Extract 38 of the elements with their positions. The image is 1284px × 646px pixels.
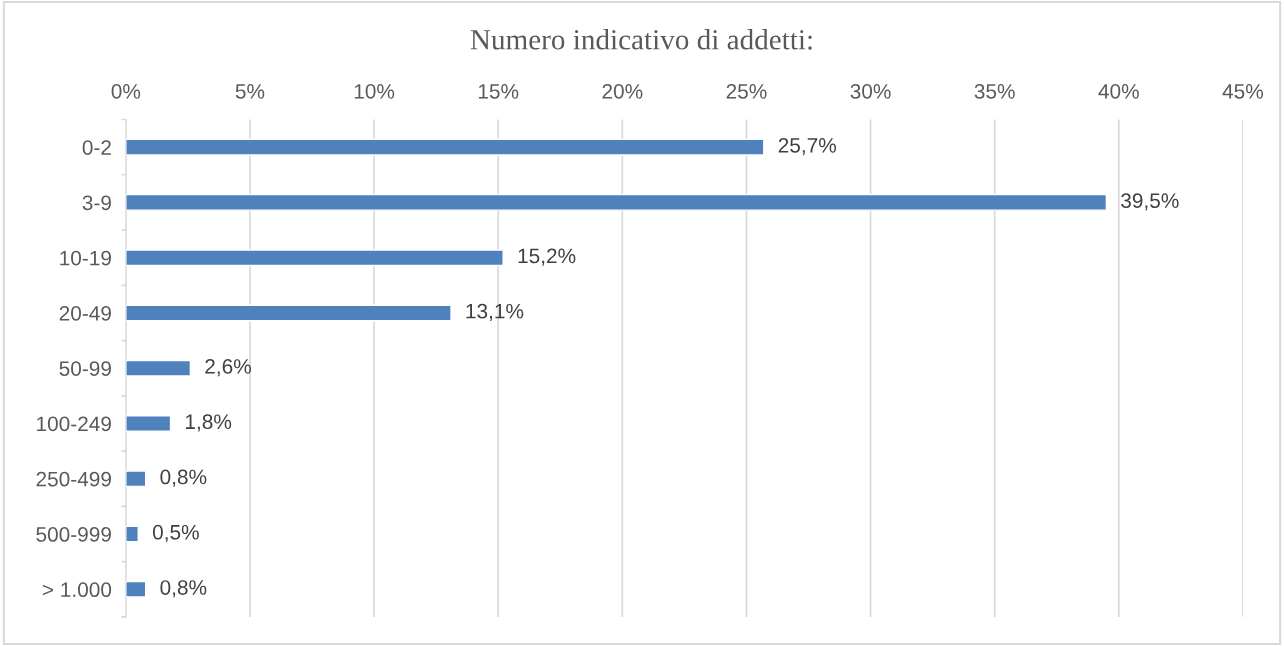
data-label: 0,8% bbox=[160, 580, 207, 598]
bar bbox=[125, 580, 147, 598]
x-tick-label: 20% bbox=[602, 83, 643, 99]
bar bbox=[125, 415, 172, 432]
x-tick-label: 10% bbox=[354, 83, 395, 99]
bar bbox=[125, 359, 192, 377]
x-tick-label: 30% bbox=[850, 83, 891, 99]
x-tick-label: 5% bbox=[235, 84, 265, 99]
bar bbox=[125, 470, 147, 488]
x-tick-label: 35% bbox=[974, 83, 1015, 99]
data-label: 25,7% bbox=[778, 137, 837, 156]
y-tick-label: 20-49 bbox=[59, 305, 111, 321]
bar bbox=[125, 304, 452, 322]
data-label: 39,5% bbox=[1121, 193, 1179, 211]
y-tick-label: 3-9 bbox=[82, 195, 111, 211]
y-tick-label: 250-499 bbox=[36, 471, 111, 487]
y-tick-label: > 1.000 bbox=[42, 582, 112, 598]
y-tick-label: 0-2 bbox=[82, 140, 111, 155]
x-tick-label: 40% bbox=[1098, 83, 1139, 99]
y-tick-label: 100-249 bbox=[37, 416, 111, 432]
data-label: 2,6% bbox=[205, 359, 252, 377]
data-label: 1,8% bbox=[185, 414, 232, 432]
y-tick-label: 50-99 bbox=[59, 361, 111, 376]
bar bbox=[125, 249, 504, 267]
bar bbox=[125, 193, 1108, 211]
data-label: 0,8% bbox=[160, 469, 207, 487]
bar bbox=[125, 525, 139, 543]
x-tick-label: 0% bbox=[111, 83, 141, 99]
y-tick-label: 500-999 bbox=[36, 527, 111, 542]
x-tick-label: 25% bbox=[726, 83, 767, 99]
chart-title: Numero indicativo di addetti: bbox=[470, 29, 812, 50]
data-label: 13,1% bbox=[466, 303, 524, 321]
data-label: 0,5% bbox=[152, 524, 199, 543]
x-tick-label: 15% bbox=[478, 84, 519, 99]
x-tick-label: 45% bbox=[1222, 84, 1264, 99]
y-tick-label: 10-19 bbox=[60, 250, 111, 266]
bar bbox=[125, 138, 765, 156]
data-label: 15,2% bbox=[518, 248, 576, 266]
